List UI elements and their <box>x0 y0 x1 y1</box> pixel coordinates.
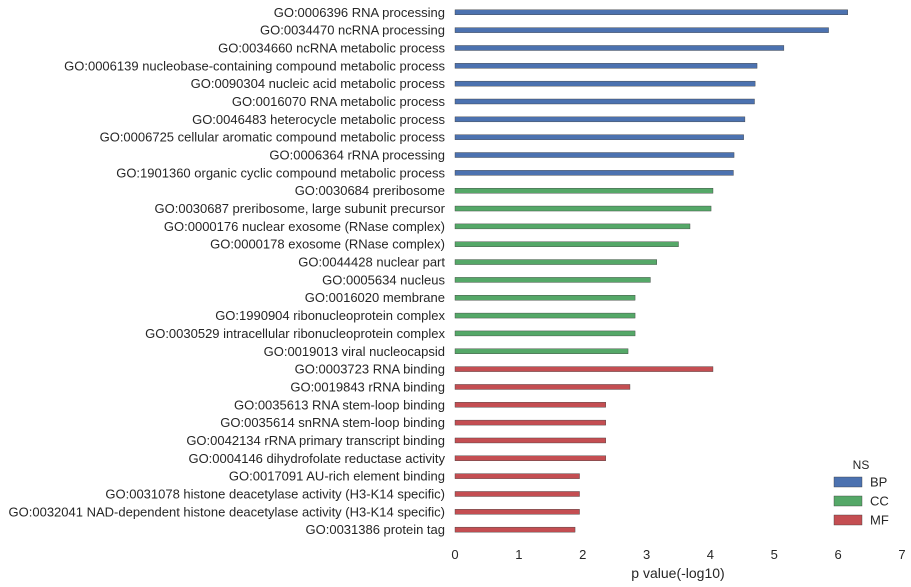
legend-swatch <box>833 514 863 526</box>
category-label: GO:0034660 ncRNA metabolic process <box>218 40 445 55</box>
category-label: GO:0034470 ncRNA processing <box>260 23 445 38</box>
category-label: GO:0035613 RNA stem-loop binding <box>234 397 445 412</box>
bar <box>454 419 606 426</box>
bar <box>454 170 734 176</box>
bar <box>454 330 636 337</box>
bar <box>454 63 758 69</box>
bar <box>454 277 651 283</box>
x-tick-label: 5 <box>771 547 778 562</box>
category-label: GO:0044428 nuclear part <box>298 255 445 270</box>
bar <box>454 526 576 533</box>
x-tick-label: 1 <box>515 547 522 562</box>
x-tick-label: 3 <box>643 547 650 562</box>
x-ticks-group: 0 1 2 3 4 5 6 7 <box>451 547 905 562</box>
category-label: GO:0006139 nucleobase-containing compoun… <box>64 58 445 73</box>
bar <box>454 312 636 319</box>
bar <box>454 491 580 497</box>
x-axis-label: p value(-log10) <box>631 565 724 581</box>
category-label: GO:0030687 preribosome, large subunit pr… <box>155 201 446 216</box>
category-label: GO:0032041 NAD-dependent histone deacety… <box>9 504 445 519</box>
legend-label: BP <box>870 475 887 490</box>
category-label: GO:0090304 nucleic acid metabolic proces… <box>191 76 446 91</box>
bar <box>454 134 744 140</box>
bar <box>454 509 580 515</box>
bar <box>454 402 606 408</box>
category-label: GO:0016070 RNA metabolic process <box>232 94 446 109</box>
category-label: GO:1990904 ribonucleoprotein complex <box>215 308 445 323</box>
category-label: GO:0030529 intracellular ribonucleoprote… <box>145 326 445 341</box>
category-label: GO:0006364 rRNA processing <box>269 148 445 163</box>
bar <box>454 295 636 301</box>
category-labels-group: GO:0006396 RNA processing GO:0034470 ncRN… <box>9 5 446 537</box>
x-tick-label: 0 <box>451 547 458 562</box>
category-label: GO:0006725 cellular aromatic compound me… <box>100 130 446 145</box>
bar <box>454 348 629 354</box>
category-label: GO:0000176 nuclear exosome (RNase comple… <box>164 219 445 234</box>
bar <box>454 27 829 33</box>
category-label: GO:0016020 membrane <box>305 290 445 305</box>
bar <box>454 455 606 461</box>
bar <box>454 80 756 87</box>
category-label: GO:0031078 histone deacetylase activity … <box>105 486 445 501</box>
bar <box>454 241 679 247</box>
bar <box>454 259 657 265</box>
bar <box>454 98 755 105</box>
x-tick-label: 4 <box>707 547 714 562</box>
bar <box>454 116 746 123</box>
legend-swatch <box>833 476 863 488</box>
bar <box>454 205 712 212</box>
bar <box>454 384 631 390</box>
bar <box>454 187 714 194</box>
category-label: GO:0004146 dihydrofolate reductase activ… <box>188 451 445 466</box>
category-label: GO:0003723 RNA binding <box>295 362 445 377</box>
bar <box>454 152 735 158</box>
x-tick-label: 2 <box>579 547 586 562</box>
bar <box>454 473 580 479</box>
x-tick-label: 7 <box>898 547 905 562</box>
bar <box>454 45 785 51</box>
category-label: GO:1901360 organic cyclic compound metab… <box>116 165 445 180</box>
category-label: GO:0006396 RNA processing <box>274 5 445 20</box>
category-label: GO:0005634 nucleus <box>322 272 445 287</box>
bar <box>454 437 606 444</box>
category-label: GO:0031386 protein tag <box>306 522 446 537</box>
category-label: GO:0035614 snRNA stem-loop binding <box>220 415 445 430</box>
bar <box>454 9 848 16</box>
category-label: GO:0017091 AU-rich element binding <box>229 469 445 484</box>
legend-title: NS <box>853 458 870 472</box>
legend-label: MF <box>870 513 889 528</box>
category-label: GO:0030684 preribosome <box>295 183 445 198</box>
bar <box>454 366 714 372</box>
bars-group <box>454 9 848 533</box>
x-tick-label: 6 <box>835 547 842 562</box>
legend-swatch <box>833 495 863 507</box>
category-label: GO:0019013 viral nucleocapsid <box>264 344 445 359</box>
category-label: GO:0042134 rRNA primary transcript bindi… <box>186 433 445 448</box>
category-label: GO:0046483 heterocycle metabolic process <box>192 112 445 127</box>
bar <box>454 223 691 230</box>
legend-label: CC <box>870 494 889 509</box>
category-label: GO:0019843 rRNA binding <box>290 379 445 394</box>
category-label: GO:0000178 exosome (RNase complex) <box>210 237 445 252</box>
